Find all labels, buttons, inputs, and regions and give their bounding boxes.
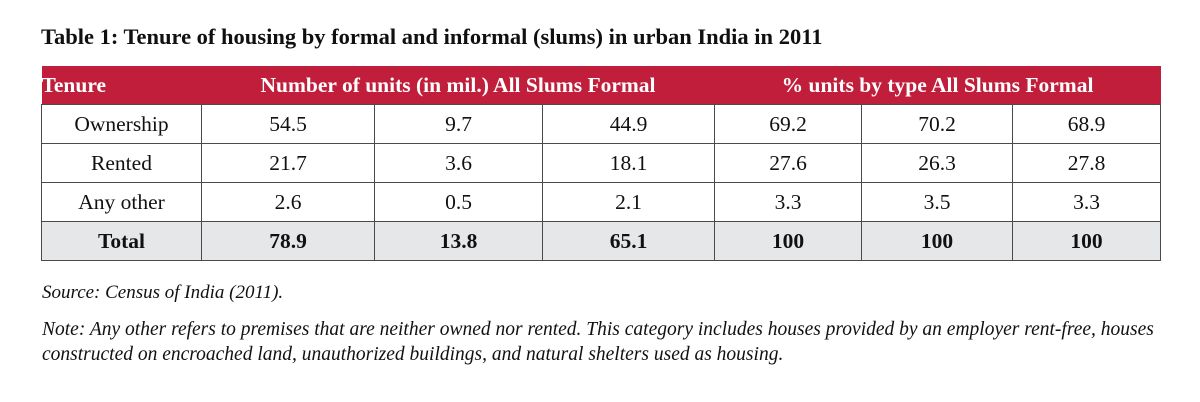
value-cell: 0.5 (374, 182, 543, 222)
value-cell: 100 (714, 221, 863, 261)
value-cell: 27.6 (714, 143, 863, 183)
value-cell: 3.5 (861, 182, 1014, 222)
value-cell: 65.1 (541, 221, 716, 261)
tenure-table: Tenure Number of units (in mil.) All Slu… (41, 66, 1162, 261)
tenure-cell: Rented (41, 143, 202, 183)
value-cell: 2.1 (541, 182, 716, 222)
table-title: Table 1: Tenure of housing by formal and… (41, 24, 823, 49)
value-cell: 100 (1012, 221, 1162, 261)
value-cell: 100 (861, 221, 1014, 261)
tenure-cell: Any other (41, 182, 202, 222)
value-cell: 9.7 (374, 104, 543, 144)
table-header: Tenure Number of units (in mil.) All Slu… (41, 66, 1161, 105)
note-line: Note: Any other refers to premises that … (42, 319, 1154, 365)
value-cell: 69.2 (714, 104, 863, 144)
value-cell: 2.6 (201, 182, 375, 222)
table-row-rented: Rented 21.7 3.6 18.1 27.6 26.3 27.8 (41, 143, 1162, 183)
table-row-total: Total 78.9 13.8 65.1 100 100 100 (41, 221, 1162, 261)
header-cell-units-group: Number of units (in mil.) All Slums Form… (201, 66, 715, 105)
table-row-ownership: Ownership 54.5 9.7 44.9 69.2 70.2 68.9 (41, 104, 1162, 144)
value-cell: 68.9 (1012, 104, 1162, 144)
value-cell: 26.3 (861, 143, 1014, 183)
tenure-cell: Ownership (41, 104, 202, 144)
value-cell: 70.2 (861, 104, 1014, 144)
value-cell: 13.8 (374, 221, 543, 261)
header-cell-pct-group: % units by type All Slums Formal (714, 66, 1161, 105)
table-body: Ownership 54.5 9.7 44.9 69.2 70.2 68.9 R… (41, 104, 1162, 261)
value-cell: 44.9 (541, 104, 716, 144)
value-cell: 27.8 (1012, 143, 1162, 183)
tenure-cell: Total (41, 221, 202, 261)
value-cell: 78.9 (201, 221, 375, 261)
value-cell: 21.7 (201, 143, 375, 183)
value-cell: 54.5 (201, 104, 375, 144)
value-cell: 3.3 (1012, 182, 1162, 222)
value-cell: 18.1 (541, 143, 716, 183)
header-row: Tenure Number of units (in mil.) All Slu… (41, 66, 1161, 105)
value-cell: 3.6 (374, 143, 543, 183)
table-row-any-other: Any other 2.6 0.5 2.1 3.3 3.5 3.3 (41, 182, 1162, 222)
value-cell: 3.3 (714, 182, 863, 222)
header-cell-tenure: Tenure (41, 66, 202, 105)
source-line: Source: Census of India (2011). (42, 282, 284, 303)
